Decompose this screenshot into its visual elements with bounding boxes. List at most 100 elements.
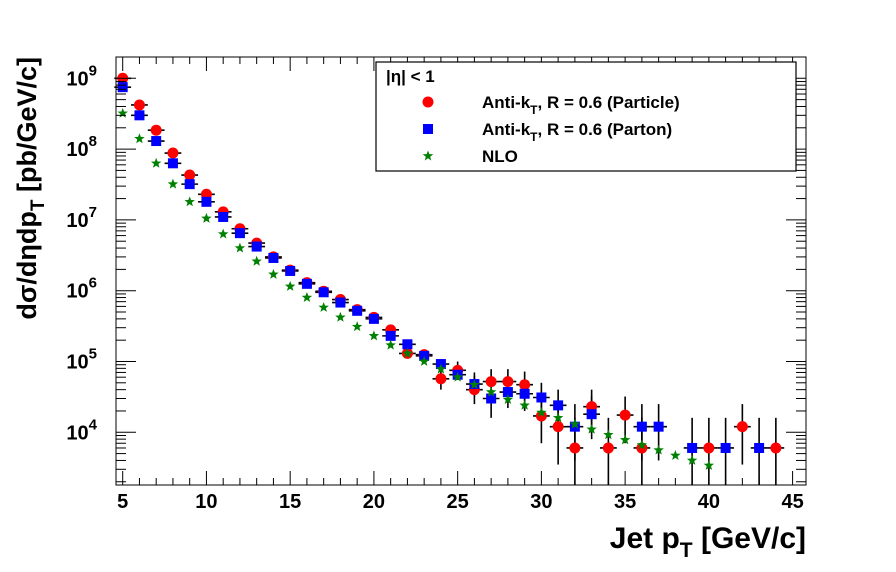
data-point	[184, 179, 195, 190]
x-tick-label: 45	[781, 491, 803, 513]
legend-label: Anti-kT, R = 0.6 (Parton)	[482, 120, 672, 144]
data-point	[486, 393, 497, 404]
data-point	[670, 449, 681, 460]
y-tick-label: 108	[66, 133, 97, 161]
data-point	[703, 459, 715, 470]
data-point	[301, 278, 312, 289]
data-point	[653, 444, 664, 455]
data-point	[402, 339, 413, 350]
legend: |η| < 1 Anti-kT, R = 0.6 (Particle)Anti-…	[375, 61, 797, 172]
legend-marker	[422, 150, 434, 161]
data-point	[134, 133, 145, 144]
data-point	[720, 442, 731, 453]
data-point	[402, 347, 413, 358]
data-point	[301, 292, 313, 302]
axes-layer	[115, 56, 807, 486]
data-point	[569, 442, 581, 454]
data-point	[535, 410, 547, 422]
data-point	[435, 373, 447, 385]
data-point	[318, 287, 329, 298]
markers-layer	[117, 72, 782, 470]
tick-labels-layer: 5 10 15 20 25 30 35 40 45 104 105 106 107 108 109	[66, 62, 803, 513]
data-point	[133, 99, 145, 111]
data-point	[285, 265, 296, 276]
data-point	[586, 409, 597, 420]
legend-label: NLO	[482, 147, 518, 166]
data-point	[318, 301, 329, 312]
x-tick-label: 10	[195, 491, 217, 513]
data-point	[284, 280, 296, 291]
data-point	[435, 363, 447, 374]
data-point	[151, 136, 162, 147]
data-point	[485, 376, 497, 388]
data-point	[117, 82, 128, 93]
data-point	[553, 400, 564, 411]
data-point	[218, 211, 229, 222]
data-point	[586, 423, 597, 434]
legend-entries: Anti-kT, R = 0.6 (Particle) Anti-kT, R = …	[422, 93, 680, 166]
y-tick-label: 104	[66, 416, 97, 444]
data-point	[770, 442, 782, 454]
data-point	[452, 371, 463, 382]
data-point	[619, 434, 631, 445]
legend-header: |η| < 1	[386, 67, 435, 86]
data-point	[502, 387, 513, 398]
data-point	[636, 439, 648, 450]
data-point	[754, 442, 765, 453]
data-point	[603, 429, 614, 440]
data-point	[335, 297, 346, 308]
data-point	[485, 386, 497, 397]
x-tick-label: 5	[117, 491, 128, 513]
data-point	[636, 421, 647, 432]
data-point	[352, 305, 363, 316]
data-point	[268, 252, 279, 263]
data-point	[536, 407, 547, 417]
y-tick-label: 109	[66, 62, 97, 90]
data-point	[602, 442, 614, 454]
data-point	[569, 418, 581, 429]
data-point	[335, 311, 346, 322]
x-tick-label: 35	[614, 491, 636, 513]
data-point	[536, 392, 547, 403]
data-point	[736, 421, 748, 433]
y-tick-label: 106	[66, 275, 97, 303]
data-point	[217, 228, 229, 239]
data-point	[552, 412, 564, 423]
data-point	[519, 399, 530, 410]
x-tick-label: 40	[698, 491, 720, 513]
data-point	[519, 379, 531, 391]
x-tick-label: 20	[363, 491, 385, 513]
y-tick-label: 105	[66, 345, 97, 373]
data-point	[234, 228, 245, 239]
data-point	[686, 454, 698, 465]
data-point	[134, 110, 145, 121]
data-point	[569, 421, 580, 432]
x-tick-label: 15	[279, 491, 301, 513]
data-point	[368, 330, 380, 341]
data-point	[150, 124, 162, 136]
data-point	[351, 321, 363, 332]
x-tick-label: 30	[530, 491, 552, 513]
data-point	[418, 355, 430, 366]
data-point	[502, 376, 514, 388]
legend-label: Anti-kT, R = 0.6 (Particle)	[482, 93, 680, 117]
data-point	[419, 350, 430, 361]
legend-marker	[423, 124, 433, 134]
data-point	[368, 313, 379, 324]
data-point	[234, 242, 246, 253]
data-point	[552, 421, 564, 433]
data-point	[201, 196, 212, 207]
data-point	[268, 268, 279, 279]
legend-marker	[422, 96, 434, 108]
data-point	[385, 339, 396, 350]
y-tick-label: 107	[66, 204, 97, 232]
data-point	[519, 388, 530, 399]
data-point	[619, 409, 631, 421]
x-tick-label: 25	[447, 491, 469, 513]
data-point	[184, 196, 195, 207]
data-point	[469, 379, 480, 390]
y-axis-title: dσ/dηdpT [pb/GeV/c]	[12, 57, 49, 320]
data-point	[653, 421, 664, 432]
plot-frame	[115, 56, 807, 486]
data-point	[167, 158, 178, 169]
